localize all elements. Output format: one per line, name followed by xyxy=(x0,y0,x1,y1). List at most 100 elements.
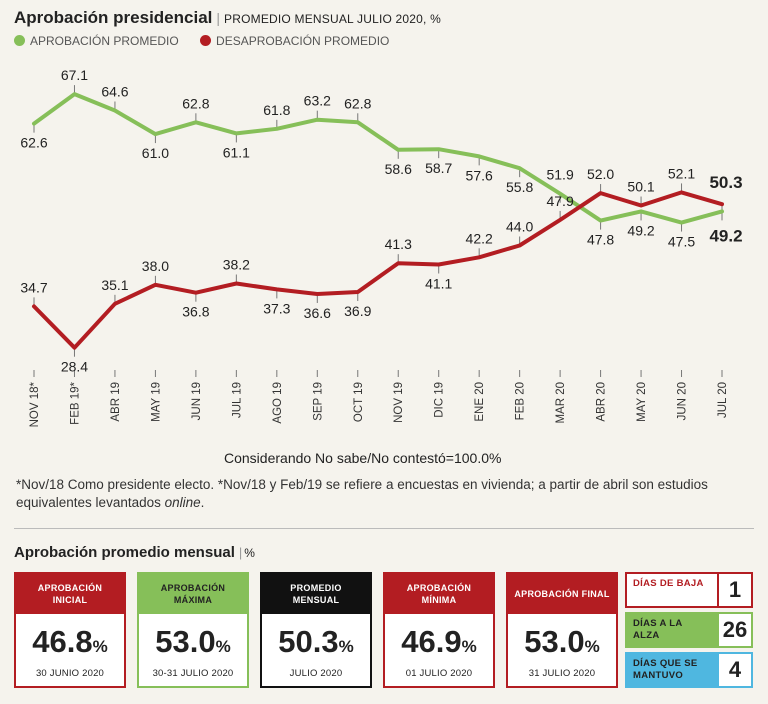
card-date: 31 JULIO 2020 xyxy=(528,668,596,679)
card-title: APROBACIÓN MÍNIMA xyxy=(385,574,493,614)
disapproval-value-label: 50.3 xyxy=(709,173,742,192)
approval-value-label: 55.8 xyxy=(506,179,533,195)
card-date: 01 JULIO 2020 xyxy=(405,668,473,679)
card-value-number: 46.9 xyxy=(401,624,462,659)
card-title: APROBACIÓN MÁXIMA xyxy=(139,574,247,614)
x-axis-category-label: JUN 19 xyxy=(191,382,203,420)
x-axis-category-label: MAY 20 xyxy=(636,382,648,422)
disapproval-value-label: 28.4 xyxy=(61,359,88,375)
card-value: 46.8% xyxy=(16,624,124,660)
card-value: 50.3% xyxy=(262,624,370,660)
approval-value-label: 49.2 xyxy=(627,222,654,238)
card-value-number: 53.0 xyxy=(155,624,216,659)
x-axis-category-label: OCT 19 xyxy=(353,382,365,422)
footnote-italic: online xyxy=(164,495,201,510)
disapproval-value-label: 41.3 xyxy=(385,236,412,252)
approval-value-label: 62.8 xyxy=(182,95,209,111)
section2-title: Aprobación promedio mensual xyxy=(14,544,235,561)
card-value-pct: % xyxy=(584,637,600,656)
footnote-text: *Nov/18 Como presidente electo. *Nov/18 … xyxy=(16,477,708,510)
disapproval-value-label: 41.1 xyxy=(425,275,452,291)
legend-disapproval-swatch xyxy=(200,35,212,46)
x-axis-category-label: ABR 19 xyxy=(110,382,122,422)
card-value-pct: % xyxy=(338,637,354,656)
card-max-approval: APROBACIÓN MÁXIMA 53.0% 30-31 JULIO 2020 xyxy=(137,572,249,688)
approval-value-label: 62.8 xyxy=(344,95,371,111)
disapproval-value-label: 36.8 xyxy=(182,304,209,320)
x-axis-category-label: MAY 19 xyxy=(150,382,162,422)
x-axis-category-label: ABR 20 xyxy=(596,382,608,422)
disapproval-value-label: 44.0 xyxy=(506,218,533,234)
approval-value-label: 63.2 xyxy=(304,93,331,109)
chart-title: Aprobación presidencial xyxy=(14,8,213,27)
chart-header: Aprobación presidencial | PROMEDIO MENSUAL… xyxy=(14,8,441,28)
disapproval-value-label: 36.6 xyxy=(304,305,331,321)
card-date: 30-31 JULIO 2020 xyxy=(152,668,234,679)
legend-approval: APROBACIÓN PROMEDIO xyxy=(14,34,179,48)
footnote-end: . xyxy=(200,495,205,510)
chart-subtitle: PROMEDIO MENSUAL JULIO 2020, % xyxy=(224,12,441,26)
approval-value-label: 51.9 xyxy=(546,167,573,183)
x-axis-category-label: MAR 20 xyxy=(555,382,567,424)
x-axis-category-label: NOV 19 xyxy=(393,382,405,423)
disapproval-value-label: 50.1 xyxy=(627,179,654,195)
approval-value-label: 58.7 xyxy=(425,160,452,176)
x-axis-category-label: JUL 19 xyxy=(231,382,243,418)
card-final-approval: APROBACIÓN FINAL 53.0% 31 JULIO 2020 xyxy=(506,572,618,688)
card-value: 46.9% xyxy=(385,624,493,660)
approval-value-label: 61.8 xyxy=(263,102,290,118)
approval-value-label: 57.6 xyxy=(466,167,493,183)
x-axis-category-label: NOV 18* xyxy=(29,381,41,427)
card-value-number: 46.8 xyxy=(32,624,93,659)
disapproval-value-label: 52.0 xyxy=(587,166,614,182)
line-chart: 62.6 34.7 67.1 28.4 64.6 35.1 61.0 38.0 62.8 36.8… xyxy=(20,67,742,427)
approval-value-label: 64.6 xyxy=(101,83,128,99)
stat-days-up: DÍAS A LA ALZA 26 xyxy=(625,612,753,648)
section2-separator: | xyxy=(238,545,243,560)
stat-value: 26 xyxy=(717,614,751,646)
card-min-approval: APROBACIÓN MÍNIMA 46.9% 01 JULIO 2020 xyxy=(383,572,495,688)
card-value-pct: % xyxy=(92,637,108,656)
x-axis-category-label: AGO 19 xyxy=(272,382,284,424)
legend-disapproval: DESAPROBACIÓN PROMEDIO xyxy=(200,34,389,48)
section-divider xyxy=(14,528,754,529)
x-axis-category-label: FEB 20 xyxy=(515,382,527,420)
card-date: JULIO 2020 xyxy=(289,668,343,679)
disapproval-value-label: 38.2 xyxy=(223,256,250,272)
disapproval-series-line xyxy=(32,190,724,350)
footnote: *Nov/18 Como presidente electo. *Nov/18 … xyxy=(16,476,756,512)
x-axis-category-label: JUN 20 xyxy=(677,382,689,420)
legend-disapproval-label: DESAPROBACIÓN PROMEDIO xyxy=(216,34,390,48)
disapproval-value-label: 52.1 xyxy=(668,165,695,181)
approval-series-line xyxy=(32,92,724,225)
approval-value-label: 61.0 xyxy=(142,145,169,161)
legend-approval-swatch xyxy=(14,35,25,46)
disapproval-value-label: 47.9 xyxy=(546,193,573,209)
card-date: 30 JUNIO 2020 xyxy=(35,668,105,679)
stat-label: DÍAS A LA ALZA xyxy=(627,614,717,646)
section2-header: Aprobación promedio mensual |% xyxy=(14,544,255,562)
disapproval-value-label: 42.2 xyxy=(466,230,493,246)
approval-value-label: 47.8 xyxy=(587,232,614,248)
legend-approval-label: APROBACIÓN PROMEDIO xyxy=(30,34,179,48)
stat-value: 1 xyxy=(717,574,751,606)
approval-value-label: 58.6 xyxy=(385,161,412,177)
stat-value: 4 xyxy=(717,654,751,686)
x-axis-category-label: SEP 19 xyxy=(312,382,324,421)
x-axis-category-label: FEB 19* xyxy=(69,381,81,424)
disapproval-value-label: 34.7 xyxy=(20,279,47,295)
card-value-pct: % xyxy=(215,637,231,656)
card-value-pct: % xyxy=(461,637,477,656)
disapproval-value-label: 35.1 xyxy=(101,277,128,293)
card-value-number: 50.3 xyxy=(278,624,339,659)
disapproval-value-label: 37.3 xyxy=(263,300,290,316)
approval-value-label: 62.6 xyxy=(20,135,47,151)
x-axis-category-label: JUL 20 xyxy=(717,382,729,418)
x-axis-category-label: ENE 20 xyxy=(474,382,486,422)
approval-value-label: 49.2 xyxy=(709,226,742,245)
disapproval-value-label: 38.0 xyxy=(142,258,169,274)
card-title: PROMEDIO MENSUAL xyxy=(262,574,370,614)
section2-subtitle: % xyxy=(244,546,255,560)
disapproval-value-label: 36.9 xyxy=(344,303,371,319)
title-separator: | xyxy=(216,10,221,26)
